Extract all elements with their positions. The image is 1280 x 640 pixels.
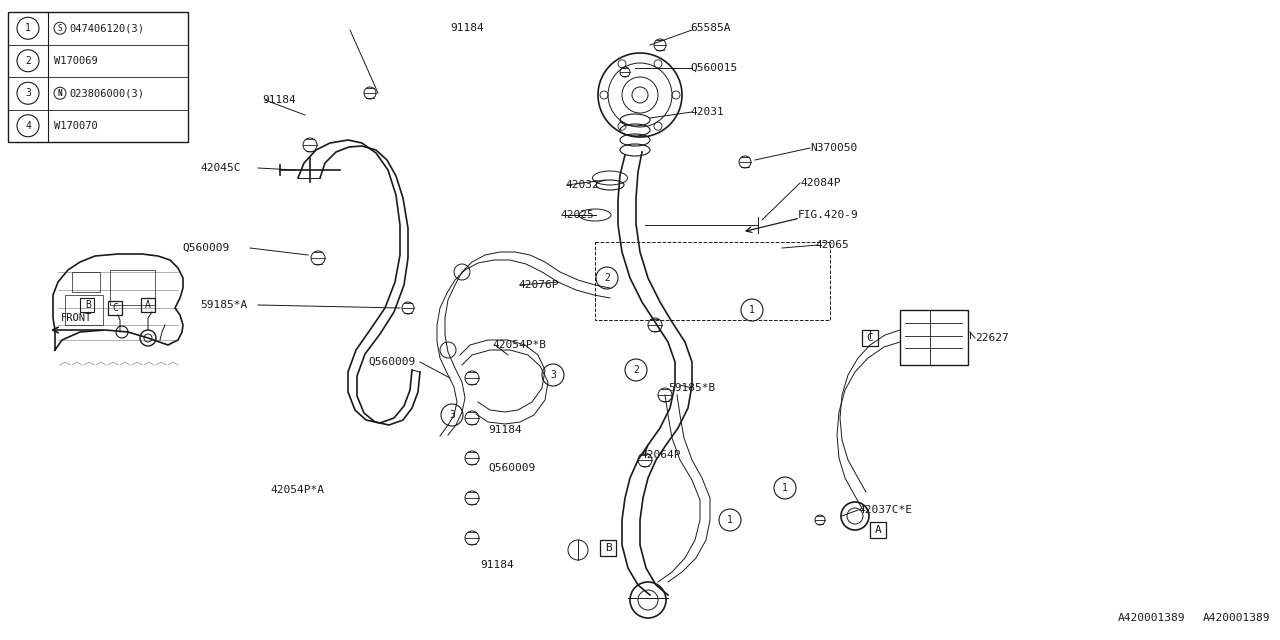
Text: A420001389: A420001389 xyxy=(1202,613,1270,623)
Text: 3: 3 xyxy=(26,88,31,99)
Text: FIG.420-9: FIG.420-9 xyxy=(797,210,859,220)
Text: 42025: 42025 xyxy=(561,210,594,220)
Text: 59185*A: 59185*A xyxy=(200,300,247,310)
Text: 1: 1 xyxy=(749,305,755,315)
Text: 1: 1 xyxy=(782,483,788,493)
Bar xyxy=(861,330,878,346)
Text: 42032: 42032 xyxy=(564,180,599,190)
Text: Q560009: Q560009 xyxy=(369,357,415,367)
Text: FRONT: FRONT xyxy=(61,313,92,323)
Text: 2: 2 xyxy=(604,273,611,283)
Text: C: C xyxy=(113,303,118,313)
Text: 1: 1 xyxy=(727,515,733,525)
Text: 1: 1 xyxy=(26,23,31,33)
Text: 4: 4 xyxy=(26,121,31,131)
Bar xyxy=(65,295,102,325)
Bar xyxy=(79,298,93,312)
Text: 42037C*E: 42037C*E xyxy=(858,505,911,515)
Bar xyxy=(8,12,188,142)
Bar xyxy=(600,540,616,556)
Text: 59185*B: 59185*B xyxy=(668,383,716,393)
Text: 42054P*A: 42054P*A xyxy=(270,485,324,495)
Text: 42064P: 42064P xyxy=(640,450,681,460)
Text: 65585A: 65585A xyxy=(690,23,731,33)
Text: 42076P: 42076P xyxy=(518,280,558,290)
Text: 2: 2 xyxy=(26,56,31,66)
Text: Q560015: Q560015 xyxy=(690,63,737,73)
Text: N: N xyxy=(58,89,63,98)
Text: 91184: 91184 xyxy=(480,560,513,570)
Text: A: A xyxy=(874,525,882,535)
Text: 42065: 42065 xyxy=(815,240,849,250)
Text: 3: 3 xyxy=(449,410,454,420)
Text: 91184: 91184 xyxy=(488,425,522,435)
Text: 91184: 91184 xyxy=(451,23,484,33)
Text: N370050: N370050 xyxy=(810,143,858,153)
Text: 2: 2 xyxy=(634,365,639,375)
Text: A: A xyxy=(145,300,151,310)
Bar xyxy=(595,242,829,320)
Text: 42084P: 42084P xyxy=(800,178,841,188)
Text: W170070: W170070 xyxy=(54,121,97,131)
Text: 3: 3 xyxy=(550,370,556,380)
Text: B: B xyxy=(84,300,91,310)
Text: 91184: 91184 xyxy=(262,95,296,105)
Bar xyxy=(141,298,155,312)
Text: A420001389: A420001389 xyxy=(1117,613,1185,623)
Text: W170069: W170069 xyxy=(54,56,97,66)
Text: 42054P*B: 42054P*B xyxy=(492,340,547,350)
Text: 42031: 42031 xyxy=(690,107,723,117)
Bar xyxy=(110,270,155,305)
Text: Q560009: Q560009 xyxy=(182,243,229,253)
Bar xyxy=(108,301,122,315)
Text: B: B xyxy=(604,543,612,553)
Text: S: S xyxy=(58,24,63,33)
Bar xyxy=(72,272,100,292)
Text: 023806000(3): 023806000(3) xyxy=(69,88,143,99)
Bar xyxy=(870,522,886,538)
Text: 42045C: 42045C xyxy=(200,163,241,173)
Text: 22627: 22627 xyxy=(975,333,1009,343)
Text: C: C xyxy=(867,333,873,343)
Bar xyxy=(900,310,968,365)
Text: Q560009: Q560009 xyxy=(488,463,535,473)
Text: 047406120(3): 047406120(3) xyxy=(69,23,143,33)
